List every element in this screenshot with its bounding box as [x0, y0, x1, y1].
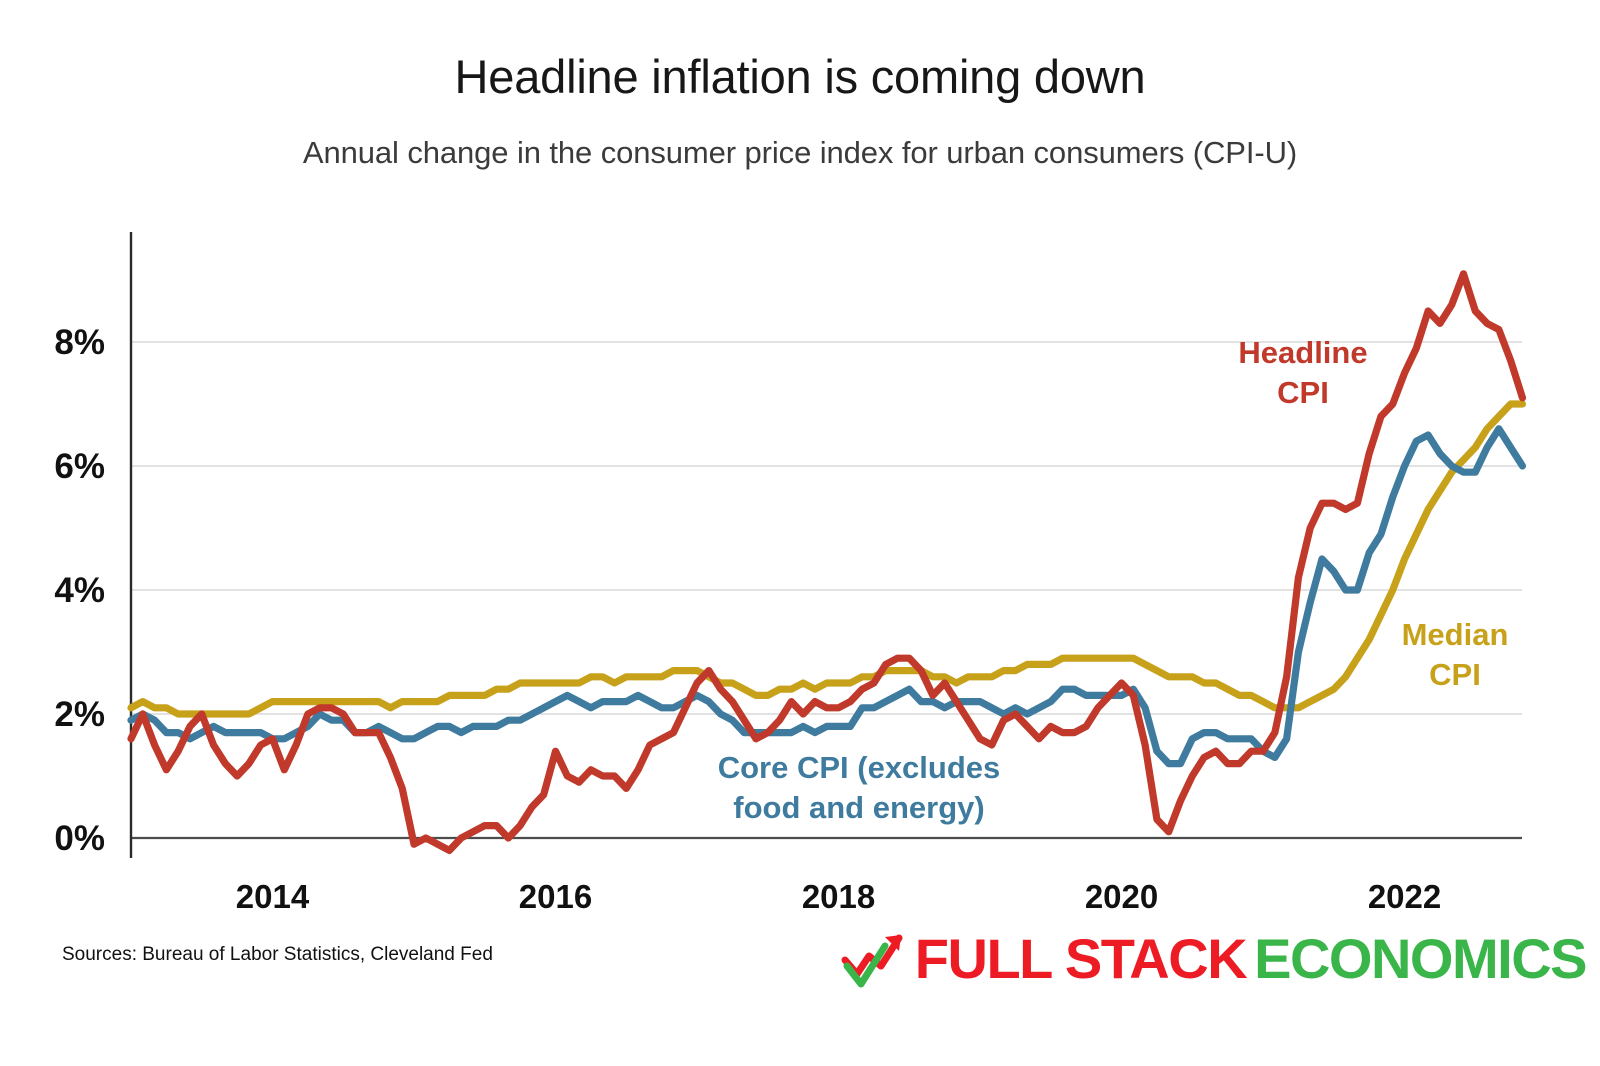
y-tick-label: 4% [54, 571, 105, 610]
y-axis-ticks: 0% 2% 4% 6% 8% [54, 323, 105, 858]
y-tick-label: 2% [54, 695, 105, 734]
core-cpi-label-line2: food and energy) [733, 790, 984, 825]
x-tick-label: 2016 [519, 878, 592, 915]
sources-note: Sources: Bureau of Labor Statistics, Cle… [62, 944, 493, 965]
y-tick-label: 6% [54, 447, 105, 486]
logo-text-economics: ECONOMICS [1254, 927, 1587, 990]
series-lines [127, 270, 1527, 855]
x-tick-label: 2020 [1085, 878, 1158, 915]
y-tick-label: 8% [54, 323, 105, 362]
core-cpi-label: Core CPI (excludes [718, 750, 1001, 785]
x-tick-label: 2014 [236, 878, 310, 915]
headline-cpi-label: Headline [1238, 335, 1367, 370]
headline-cpi-label-line2: CPI [1277, 375, 1329, 410]
gridlines [131, 341, 1522, 840]
median-cpi-label-line2: CPI [1429, 657, 1481, 692]
x-tick-label: 2018 [802, 878, 875, 915]
median-cpi-label: Median [1402, 617, 1509, 652]
page-subtitle: Annual change in the consumer price inde… [302, 135, 1298, 170]
x-tick-label: 2022 [1368, 878, 1441, 915]
series-line-median [127, 400, 1527, 718]
series-annotations: Headline CPI Median CPI Core CPI (excludes fo… [718, 335, 1509, 825]
page-title: Headline inflation is coming down [454, 50, 1146, 103]
y-tick-label: 0% [54, 819, 105, 858]
check-arrow-icon [841, 934, 903, 988]
logo-text-full-stack: FULL STACK [914, 927, 1248, 990]
x-axis-ticks: 2014 2016 2018 2020 2022 [236, 878, 1441, 915]
full-stack-economics-logo: FULL STACK ECONOMICS [841, 927, 1587, 990]
series-line-headline [127, 270, 1527, 855]
